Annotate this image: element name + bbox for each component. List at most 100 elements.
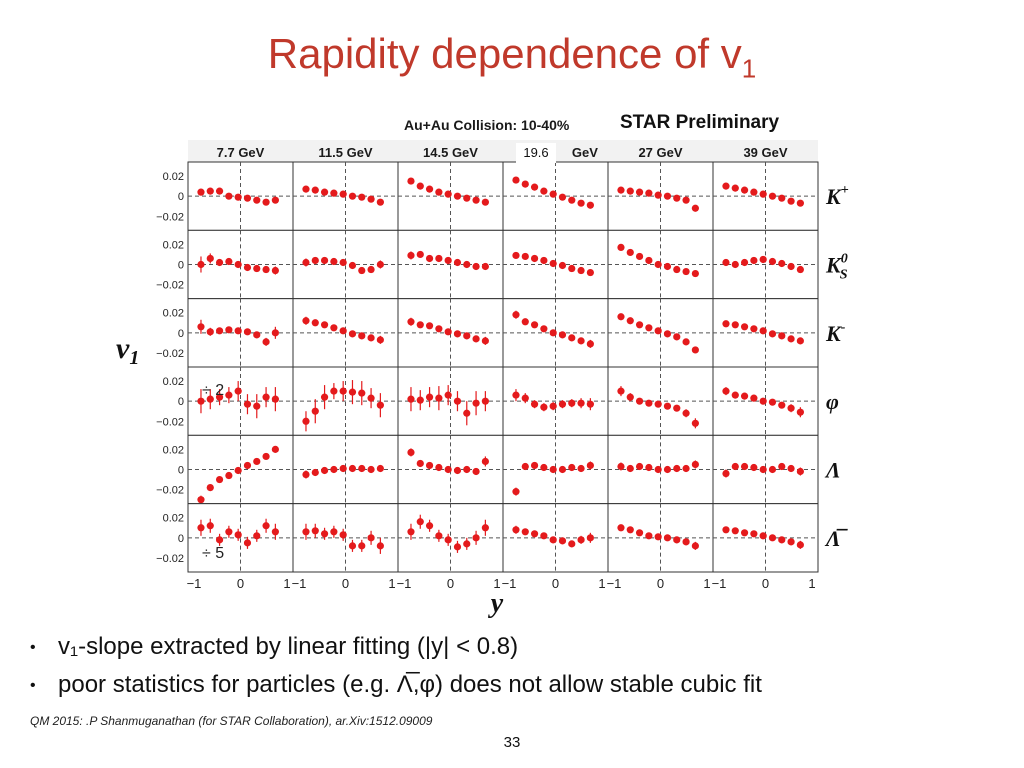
data-point [215,475,224,484]
particle-row-label: K+ [825,183,849,209]
data-point [348,330,357,338]
data-point [225,391,233,399]
x-tick-label: −1 [187,576,202,591]
data-point [339,387,347,395]
data-point [348,192,357,200]
data-point [540,256,548,265]
data-point [586,201,594,209]
y-tick-label: 0.02 [163,171,184,183]
data-point [586,461,594,470]
data-point [376,336,384,344]
x-tick-label: −1 [712,576,727,591]
data-point [635,321,644,329]
data-point [463,465,471,474]
data-point [586,534,594,542]
data-point [787,538,795,546]
data-point [463,409,471,417]
data-point [206,484,214,492]
data-point [635,462,644,471]
data-point [768,192,777,200]
data-point [722,258,730,267]
data-point [626,187,634,195]
energy-column-label: 27 GeV [638,145,682,160]
data-point [750,256,758,265]
data-point [481,524,489,532]
data-point [530,530,539,538]
particle-label-main: Λ [824,458,841,483]
data-point [348,261,357,270]
data-point [740,258,749,267]
data-point [691,542,699,550]
data-point [787,262,795,271]
data-point [348,388,357,396]
data-point [302,185,310,193]
data-point [215,327,224,335]
y-tick-label: 0 [178,465,184,477]
data-point [617,462,625,471]
particle-row-label: K0 S [825,252,848,283]
data-point [521,394,529,402]
data-point [481,198,489,206]
energy-column-label: GeV [572,145,598,160]
data-point [521,252,529,261]
data-point [416,321,424,329]
y-tick-label: −0.02 [156,348,184,360]
data-point [635,397,644,405]
data-point [673,404,681,412]
data-point [796,541,804,549]
data-point [673,536,681,544]
particle-row-label: K- [825,320,846,346]
x-tick-label: 1 [388,576,395,591]
data-point [663,262,672,271]
data-point [512,488,520,496]
data-point [453,330,462,338]
data-point [530,461,539,470]
data-point [206,395,214,403]
bullet-item: • poor statistics for particles (e.g. Λ̅,… [30,666,762,704]
energy-header-strip [188,140,818,162]
data-point [512,176,520,184]
data-point [759,255,767,264]
data-point [234,387,242,395]
y-tick-label: 0.02 [163,376,184,388]
data-point [348,542,357,550]
data-point [302,528,310,536]
data-point [453,397,462,405]
data-point [253,331,261,339]
data-point [617,387,625,395]
data-point [796,467,804,476]
data-point [358,389,366,397]
data-point [253,196,261,204]
data-point [586,268,594,277]
data-point [463,332,471,340]
data-point [215,187,224,195]
particle-label-superscript: 0 [841,252,848,267]
data-point [444,391,452,399]
data-point [197,524,205,532]
data-point [731,391,739,399]
data-point [320,466,329,475]
data-point [654,191,662,199]
data-point [206,328,214,336]
data-point [243,328,252,336]
data-point [358,332,366,340]
data-point [444,328,452,336]
data-point [330,257,338,266]
energy-column-label: 39 GeV [743,145,787,160]
data-point [311,319,319,327]
data-point [558,261,567,270]
data-point [645,463,653,472]
data-point [787,197,795,205]
data-point [691,346,699,354]
data-point [654,465,662,474]
data-point [796,408,804,416]
data-point [586,400,594,408]
data-point [568,463,576,472]
data-point [750,394,758,402]
x-tick-label: −1 [607,576,622,591]
data-point [407,395,415,403]
data-point [558,193,567,201]
data-point [521,180,529,188]
data-point [481,262,489,271]
data-point [540,463,548,472]
